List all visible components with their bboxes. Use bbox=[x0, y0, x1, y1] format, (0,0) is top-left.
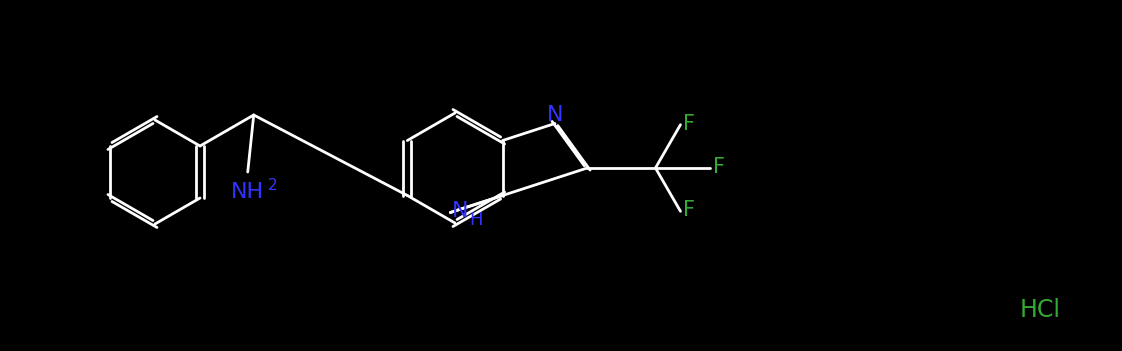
Text: NH: NH bbox=[231, 182, 265, 202]
Text: H: H bbox=[469, 212, 482, 230]
Text: N: N bbox=[452, 201, 469, 221]
Text: F: F bbox=[714, 157, 726, 177]
Text: F: F bbox=[683, 114, 696, 134]
Text: F: F bbox=[683, 200, 696, 220]
Text: 2: 2 bbox=[268, 179, 277, 193]
Text: HCl: HCl bbox=[1020, 298, 1060, 322]
Text: N: N bbox=[546, 105, 563, 125]
